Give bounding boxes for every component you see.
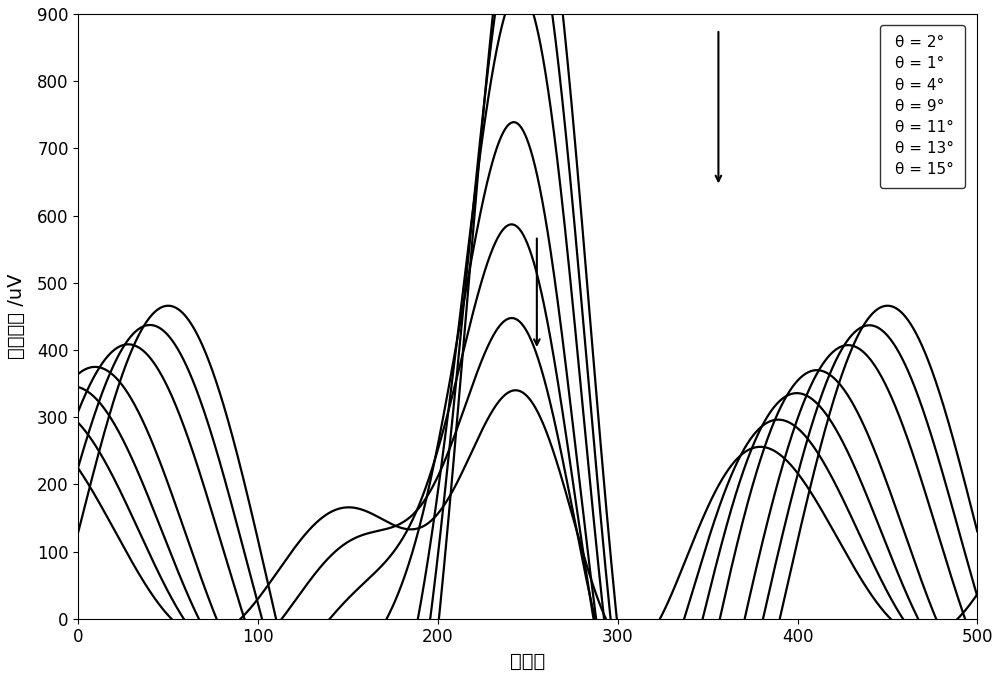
Legend: θ = 2°, θ = 1°, θ = 4°, θ = 9°, θ = 11°, θ = 13°, θ = 15°: θ = 2°, θ = 1°, θ = 4°, θ = 9°, θ = 11°,… [880,24,965,188]
Y-axis label: 二次谐波 /uV: 二次谐波 /uV [7,274,26,359]
X-axis label: 采样点: 采样点 [510,652,545,671]
